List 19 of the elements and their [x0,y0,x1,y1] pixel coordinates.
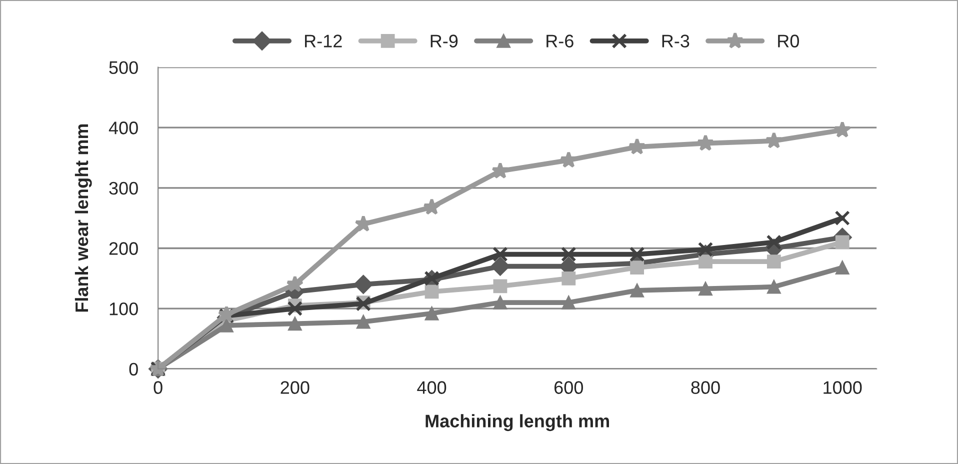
x-tick-label: 600 [554,381,583,394]
y-tick-label: 500 [109,61,138,74]
x-tick-label: 1000 [824,381,862,394]
y-tick-label: 200 [109,242,138,255]
y-tick-label: 400 [108,122,138,134]
x-tick-label: 800 [691,381,720,394]
x-axis-title: Machining length mm [426,414,609,432]
legend-label: R0 [778,34,799,48]
y-tick-label: 100 [110,302,138,316]
y-tick-label: 300 [109,182,138,195]
y-axis-title: Flank wear lenght mm [74,124,92,312]
legend-label: R-6 [546,34,574,48]
x-tick-label: 400 [417,381,446,394]
legend-label: R-9 [430,34,458,48]
x-tick-label: 200 [280,381,310,394]
legend-label: R-3 [662,34,690,48]
x-tick-label: 0 [154,381,162,394]
y-tick-label: 0 [129,362,138,376]
legend-label: R-12 [305,34,342,48]
